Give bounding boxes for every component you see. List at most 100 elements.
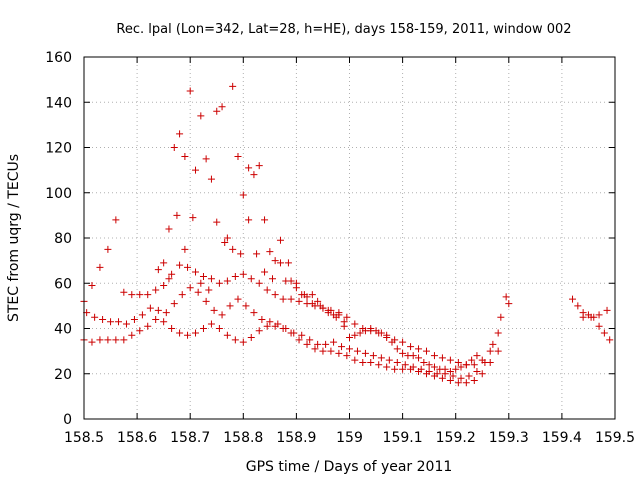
data-point [457, 363, 465, 371]
data-point [165, 225, 173, 233]
data-point [569, 295, 577, 303]
data-point [425, 361, 433, 369]
data-point [377, 329, 385, 337]
data-point [574, 302, 582, 310]
data-point [462, 379, 470, 387]
x-tick-label: 158.8 [223, 430, 263, 446]
data-point [242, 302, 250, 310]
data-point [303, 340, 311, 348]
data-point [279, 295, 287, 303]
data-point [308, 300, 316, 308]
data-point [231, 336, 239, 344]
data-point [579, 313, 587, 321]
data-point [287, 295, 295, 303]
data-point [218, 103, 226, 111]
data-point [391, 365, 399, 373]
data-point [245, 164, 253, 172]
data-point [502, 293, 510, 301]
data-point [473, 352, 481, 360]
data-point [266, 248, 274, 256]
data-point [234, 153, 242, 161]
series-track-b [83, 284, 513, 382]
data-point [271, 257, 279, 265]
x-tick-label: 159 [336, 430, 363, 446]
data-point [207, 275, 215, 283]
data-point [322, 340, 330, 348]
data-point [346, 334, 353, 342]
data-point [130, 315, 138, 323]
data-point [258, 315, 266, 323]
data-point [154, 306, 162, 314]
data-point [88, 338, 96, 346]
chart-title: Rec. lpal (Lon=342, Lat=28, h=HE), days … [116, 22, 571, 37]
data-point [184, 331, 192, 339]
data-point [470, 377, 478, 385]
data-point [154, 266, 162, 274]
data-point [215, 325, 223, 332]
data-point [340, 322, 348, 330]
data-point [255, 162, 263, 170]
data-point [399, 349, 407, 357]
data-point [245, 216, 253, 224]
series-track-e [165, 211, 348, 330]
data-point [330, 338, 338, 346]
data-point [247, 275, 255, 283]
data-point [361, 349, 369, 357]
data-point [465, 372, 473, 380]
data-point [276, 236, 284, 244]
data-point [247, 334, 255, 342]
data-point [231, 272, 239, 280]
data-point [197, 279, 205, 287]
data-point [263, 322, 271, 330]
data-point [505, 300, 513, 308]
data-point [128, 331, 136, 339]
x-axis-label: GPS time / Days of year 2011 [246, 459, 453, 475]
data-point [425, 367, 433, 375]
data-point [144, 291, 152, 299]
data-point [407, 343, 415, 351]
data-point [494, 347, 502, 355]
data-point [452, 365, 460, 373]
data-point [186, 87, 194, 95]
data-point [186, 284, 194, 292]
data-point [91, 313, 99, 321]
data-point [595, 322, 603, 330]
data-point [353, 347, 361, 355]
data-point [194, 288, 202, 296]
data-point [104, 245, 112, 253]
data-point [430, 363, 438, 371]
data-point [146, 304, 154, 312]
data-point [192, 166, 200, 174]
data-point [489, 340, 497, 348]
series-track-f [346, 325, 481, 375]
data-point [356, 329, 364, 337]
data-point [383, 363, 391, 371]
data-point [606, 336, 614, 344]
data-point [181, 153, 189, 161]
data-point [128, 291, 136, 299]
data-point [282, 325, 290, 332]
data-point [600, 329, 608, 337]
x-tick-label: 159.3 [489, 430, 529, 446]
data-point [274, 320, 282, 328]
data-point [454, 358, 462, 366]
data-point [96, 263, 104, 271]
x-tick-label: 159.4 [542, 430, 582, 446]
data-points [80, 82, 614, 387]
data-point [104, 336, 112, 344]
data-point [237, 250, 245, 258]
data-point [415, 354, 423, 362]
data-point [327, 347, 335, 355]
data-point [367, 325, 375, 332]
data-point [343, 313, 351, 321]
data-point [446, 377, 454, 385]
data-point [351, 331, 359, 339]
data-point [311, 345, 319, 353]
data-point [250, 171, 258, 179]
data-point [199, 325, 207, 332]
data-point [401, 361, 409, 369]
data-point [192, 268, 200, 276]
data-point [218, 311, 226, 319]
data-point [176, 261, 184, 269]
